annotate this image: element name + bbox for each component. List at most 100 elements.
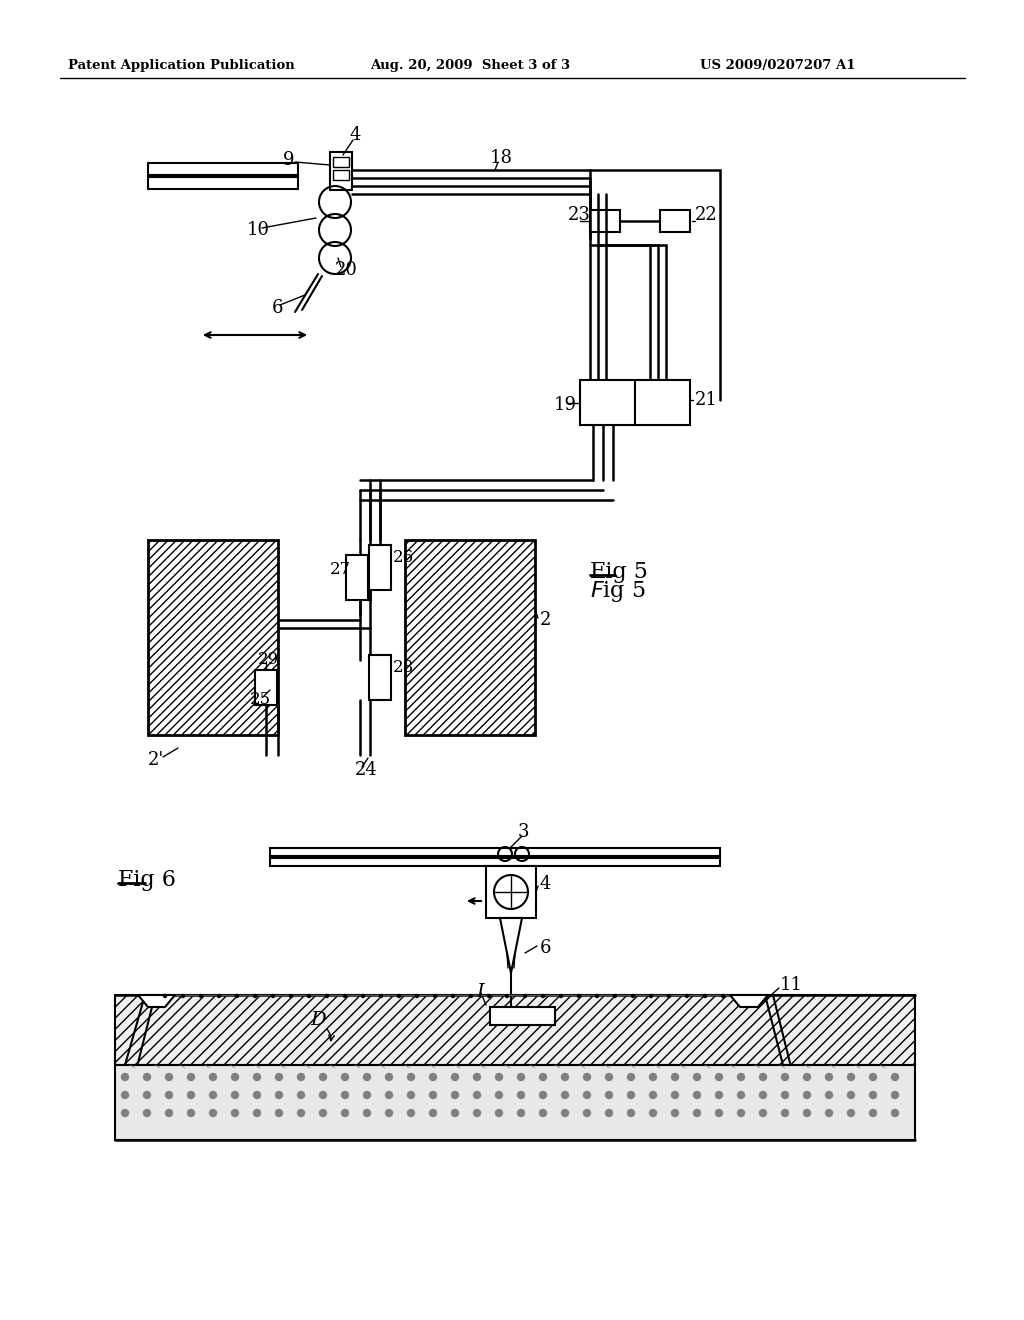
Circle shape — [672, 1110, 679, 1117]
Circle shape — [693, 1110, 700, 1117]
Circle shape — [804, 1092, 811, 1098]
Circle shape — [737, 1073, 744, 1081]
Circle shape — [298, 1110, 304, 1117]
Circle shape — [892, 1092, 898, 1098]
Bar — [148, 162, 298, 176]
Circle shape — [326, 994, 329, 998]
Circle shape — [605, 1073, 612, 1081]
Circle shape — [596, 994, 598, 998]
Circle shape — [716, 1092, 723, 1098]
Circle shape — [848, 1073, 854, 1081]
Circle shape — [143, 1073, 151, 1081]
Circle shape — [341, 1092, 348, 1098]
Circle shape — [869, 1073, 877, 1081]
Circle shape — [469, 994, 472, 998]
Polygon shape — [730, 995, 768, 1007]
Circle shape — [397, 994, 400, 998]
Circle shape — [760, 1110, 767, 1117]
Bar — [660, 210, 690, 232]
Circle shape — [716, 1110, 723, 1117]
Bar — [115, 1065, 915, 1140]
Circle shape — [166, 1073, 172, 1081]
Circle shape — [166, 1110, 172, 1117]
Text: 19: 19 — [554, 396, 577, 414]
Circle shape — [307, 994, 310, 998]
Bar — [369, 655, 391, 700]
Circle shape — [298, 1092, 304, 1098]
Bar — [330, 152, 352, 190]
Circle shape — [649, 1110, 656, 1117]
Circle shape — [452, 994, 455, 998]
Circle shape — [416, 994, 419, 998]
Bar — [369, 545, 391, 590]
Circle shape — [231, 1092, 239, 1098]
Circle shape — [628, 1092, 635, 1098]
Circle shape — [164, 994, 167, 998]
Circle shape — [869, 1092, 877, 1098]
Bar — [255, 671, 278, 705]
Circle shape — [804, 1073, 811, 1081]
Text: 20: 20 — [335, 261, 357, 279]
Bar — [590, 210, 620, 232]
Circle shape — [760, 1092, 767, 1098]
Text: 11: 11 — [780, 975, 803, 994]
Circle shape — [487, 994, 490, 998]
Circle shape — [716, 1073, 723, 1081]
Circle shape — [781, 1110, 788, 1117]
Text: Aug. 20, 2009  Sheet 3 of 3: Aug. 20, 2009 Sheet 3 of 3 — [370, 58, 570, 71]
Text: 3: 3 — [518, 822, 529, 841]
Circle shape — [703, 994, 707, 998]
Circle shape — [506, 994, 509, 998]
Circle shape — [760, 1073, 767, 1081]
Circle shape — [275, 1073, 283, 1081]
Text: 27: 27 — [330, 561, 351, 578]
Circle shape — [433, 994, 436, 998]
Text: Fig 6: Fig 6 — [118, 869, 176, 891]
Circle shape — [737, 1110, 744, 1117]
Text: 21: 21 — [695, 391, 718, 409]
Circle shape — [319, 1092, 327, 1098]
Circle shape — [254, 1073, 260, 1081]
Text: US 2009/0207207 A1: US 2009/0207207 A1 — [700, 58, 855, 71]
Circle shape — [540, 1073, 547, 1081]
Circle shape — [385, 1073, 392, 1081]
Text: Fig 5: Fig 5 — [590, 561, 648, 583]
Circle shape — [210, 1073, 216, 1081]
Circle shape — [343, 994, 346, 998]
Circle shape — [517, 1073, 524, 1081]
Circle shape — [848, 1110, 854, 1117]
Circle shape — [341, 1110, 348, 1117]
Circle shape — [584, 1110, 591, 1117]
Circle shape — [452, 1073, 459, 1081]
Circle shape — [496, 1073, 503, 1081]
Circle shape — [122, 1110, 128, 1117]
Circle shape — [122, 1092, 128, 1098]
Circle shape — [364, 1110, 371, 1117]
Circle shape — [559, 994, 562, 998]
Circle shape — [254, 994, 256, 998]
Bar — [333, 157, 349, 168]
Polygon shape — [138, 995, 175, 1007]
Circle shape — [231, 1110, 239, 1117]
Circle shape — [231, 1073, 239, 1081]
Circle shape — [275, 1110, 283, 1117]
Circle shape — [649, 994, 652, 998]
Circle shape — [561, 1110, 568, 1117]
Circle shape — [122, 1073, 128, 1081]
Circle shape — [825, 1110, 833, 1117]
Circle shape — [540, 1092, 547, 1098]
Circle shape — [341, 1073, 348, 1081]
Circle shape — [672, 1092, 679, 1098]
Circle shape — [584, 1092, 591, 1098]
Circle shape — [473, 1092, 480, 1098]
Text: 26: 26 — [393, 549, 414, 566]
Circle shape — [496, 1092, 503, 1098]
Circle shape — [649, 1092, 656, 1098]
Circle shape — [143, 1092, 151, 1098]
Bar — [406, 540, 535, 735]
Text: 23: 23 — [568, 206, 591, 224]
Circle shape — [632, 994, 635, 998]
Circle shape — [429, 1110, 436, 1117]
Circle shape — [236, 994, 239, 998]
Circle shape — [319, 1110, 327, 1117]
